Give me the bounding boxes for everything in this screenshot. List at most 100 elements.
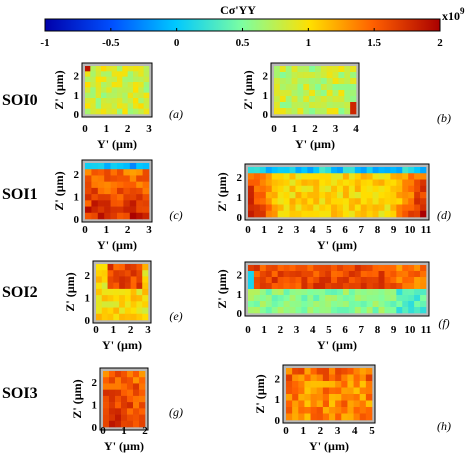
- heatmap-cell: [248, 265, 255, 272]
- heatmap-cell: [139, 371, 146, 378]
- heatmap-cell: [285, 78, 292, 85]
- heatmap-cell: [354, 307, 362, 314]
- heatmap-cell: [271, 301, 278, 308]
- heatmap-cell: [378, 289, 385, 296]
- x-tick-label: 1: [121, 425, 127, 437]
- heatmap-cell: [359, 387, 367, 395]
- heatmap-cell: [331, 265, 338, 272]
- heatmap-cell: [301, 179, 308, 187]
- heatmap-cell: [95, 66, 102, 72]
- heatmap-cell: [320, 90, 328, 97]
- heatmap-cell: [378, 204, 385, 212]
- x-tick-label: 0: [82, 123, 88, 135]
- heatmap-cell: [104, 181, 111, 189]
- heatmap-cell: [337, 198, 344, 205]
- panel-letter: (a): [169, 107, 183, 121]
- heatmap-cell: [313, 307, 320, 314]
- heatmap-cell: [101, 288, 108, 296]
- heatmap-cell: [353, 368, 361, 375]
- heatmap-cell: [414, 295, 421, 302]
- heatmap-cell: [85, 103, 91, 109]
- heatmap-cell: [101, 282, 108, 290]
- heatmap-cell: [295, 204, 302, 212]
- heatmap-cell: [402, 307, 409, 314]
- heatmap-cell: [338, 102, 345, 109]
- heatmap-cell: [298, 381, 305, 388]
- x-tick-label: 3: [294, 224, 300, 236]
- heatmap-cell: [313, 210, 320, 218]
- heatmap-cell: [113, 295, 120, 302]
- heatmap-cell: [248, 295, 255, 302]
- heatmap-cell: [313, 198, 320, 205]
- heatmap-cell: [319, 167, 326, 174]
- heatmap-cell: [253, 185, 261, 193]
- heatmap-cell: [143, 87, 150, 93]
- heatmap-cell: [127, 71, 134, 77]
- heatmap-cell: [101, 301, 108, 308]
- heatmap-cell: [277, 295, 284, 302]
- heatmap-cell: [316, 407, 324, 414]
- heatmap-cell: [111, 98, 118, 104]
- heatmap-cell: [279, 84, 287, 91]
- heatmap-cell: [320, 72, 328, 79]
- heatmap-cell: [96, 276, 103, 283]
- heatmap-cell: [259, 265, 267, 272]
- heatmap-cell: [366, 210, 373, 218]
- heatmap-cell: [286, 381, 293, 388]
- heatmap-cell: [402, 185, 409, 193]
- heatmap-cell: [136, 212, 143, 220]
- heatmap-cell: [248, 198, 255, 205]
- heatmap-cell: [123, 200, 131, 207]
- x-tick-label: 2: [278, 224, 284, 236]
- heatmap-cell: [253, 289, 261, 296]
- heatmap-cell: [138, 103, 144, 109]
- heatmap-cell: [97, 175, 105, 182]
- heatmap-cell: [341, 374, 348, 382]
- heatmap-cell: [122, 66, 128, 72]
- heatmap-cell: [307, 289, 314, 296]
- heatmap-cell: [390, 179, 397, 187]
- heatmap-cell: [319, 295, 326, 302]
- heatmap-cell: [96, 288, 103, 296]
- y-tick-label: 2: [92, 377, 98, 389]
- heatmap-cell: [142, 206, 150, 214]
- heatmap-cell: [107, 264, 114, 271]
- heatmap-cell: [259, 301, 267, 308]
- heatmap-cell: [127, 408, 134, 415]
- heatmap-cell: [325, 283, 332, 290]
- heatmap-cell: [342, 179, 350, 187]
- heatmap-cell: [298, 374, 305, 382]
- heatmap-cell: [304, 368, 311, 375]
- heatmap-cell: [289, 295, 296, 302]
- heatmap-cell: [124, 307, 131, 315]
- heatmap-cell: [316, 387, 324, 395]
- heatmap-cell: [117, 163, 124, 170]
- heatmap-cell: [344, 108, 351, 115]
- heatmap-cell: [325, 204, 332, 212]
- y-tick-label: 2: [275, 373, 281, 385]
- heatmap-cell: [307, 283, 314, 290]
- heatmap-cell: [121, 402, 128, 409]
- y-tick-label: 1: [237, 192, 243, 204]
- heatmap-cell: [329, 413, 336, 421]
- heatmap-cell: [85, 169, 92, 176]
- heatmap-cell: [315, 96, 322, 103]
- heatmap-cell: [124, 276, 131, 283]
- heatmap-cell: [97, 194, 105, 201]
- row-label-soi2: SOI2: [2, 284, 38, 301]
- heatmap-cell: [303, 66, 310, 73]
- heatmap-cell: [291, 102, 298, 109]
- heatmap-cell: [303, 108, 310, 115]
- heatmap-cell: [109, 377, 116, 384]
- heatmap-cell: [319, 265, 326, 272]
- heatmap-cell: [303, 84, 310, 91]
- heatmap-cell: [396, 185, 403, 193]
- heatmap-cell: [121, 371, 128, 378]
- heatmap-cell: [106, 108, 112, 115]
- heatmap-cell: [298, 407, 305, 414]
- heatmap-cell: [115, 395, 122, 403]
- heatmap-cell: [384, 289, 391, 296]
- heatmap-cell: [378, 210, 385, 218]
- heatmap-cell: [121, 395, 128, 403]
- heatmap-cell: [337, 289, 344, 296]
